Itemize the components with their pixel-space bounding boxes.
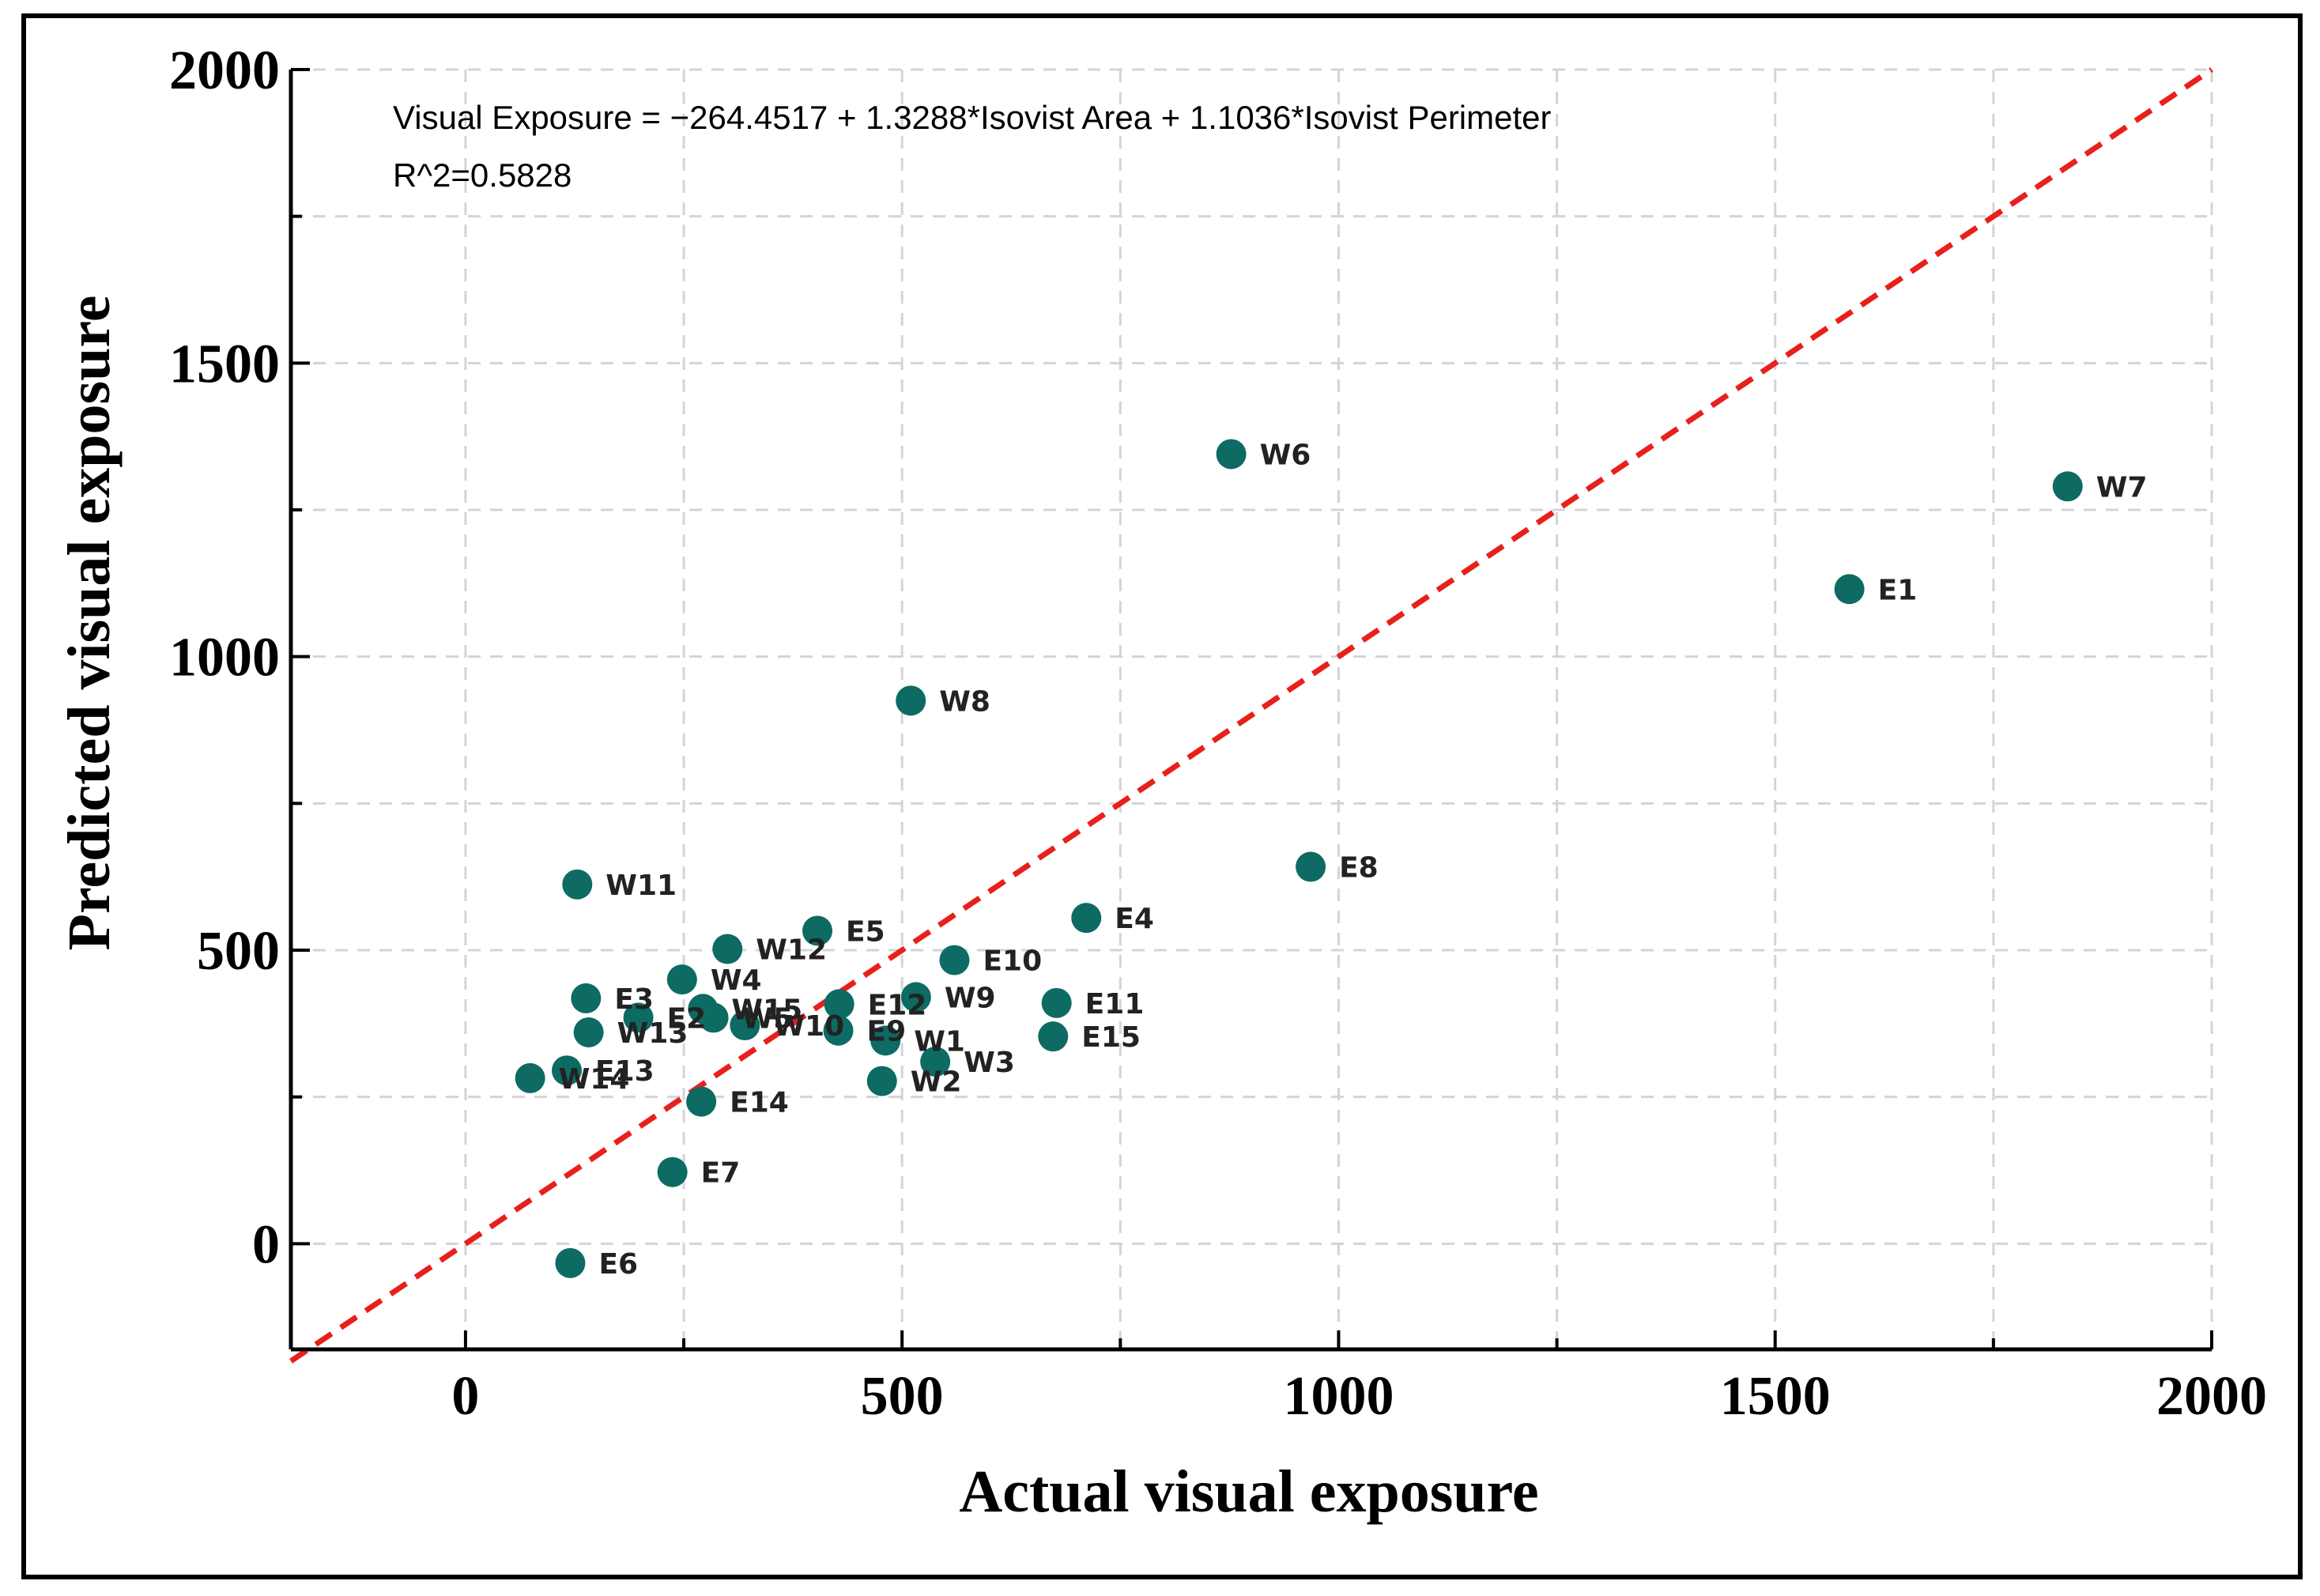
point-label-w6: W6: [1260, 439, 1311, 471]
data-point-e10: [939, 945, 970, 975]
point-label-e1: E1: [1878, 574, 1918, 606]
point-label-e11: E11: [1085, 988, 1145, 1021]
axes: 0 500 1000 1500 2000 0 500 1000 1500 2000: [169, 40, 2267, 1427]
point-label-e4: E4: [1115, 903, 1154, 935]
data-point-w2: [866, 1066, 897, 1096]
outer-frame: [21, 13, 2303, 1579]
data-point-w13: [573, 1017, 604, 1047]
data-point-w4: [666, 964, 697, 995]
x-tick-label: 2000: [2156, 1366, 2267, 1427]
point-label-e7: E7: [701, 1157, 741, 1190]
data-point-w11: [562, 869, 593, 900]
point-label-w1: W1: [914, 1025, 965, 1058]
data-point-w1: [870, 1025, 901, 1056]
data-point-w14: [515, 1062, 545, 1093]
data-point-e14: [686, 1086, 717, 1117]
point-label-e14: E14: [730, 1087, 789, 1119]
r-squared-annotation: R^2=0.5828: [393, 157, 572, 194]
point-label-w7: W7: [2096, 471, 2148, 504]
point-label-w13: W13: [617, 1017, 688, 1050]
point-label-w2: W2: [911, 1066, 962, 1099]
equation-annotation: Visual Exposure = −264.4517 + 1.3288*Iso…: [393, 99, 1552, 136]
y-tick-label: 2000: [169, 40, 280, 101]
data-point-e11: [1041, 987, 1072, 1018]
point-label-w15: W15: [731, 994, 802, 1026]
point-label-w12: W12: [756, 934, 827, 967]
point-label-e5: E5: [846, 915, 885, 948]
point-label-w4: W4: [711, 964, 762, 997]
point-label-w8: W8: [939, 685, 990, 718]
point-label-e10: E10: [983, 945, 1042, 978]
point-labels: W6 W7 E1 W8 E8 W11 E4 E5 W12 E10 W4 E3 W9 E12 E11 W15 E2…: [559, 439, 2148, 1280]
data-point-e12: [824, 989, 854, 1020]
point-label-e6: E6: [598, 1248, 638, 1281]
data-point-w10: [730, 1010, 760, 1041]
data-points: [515, 439, 2083, 1278]
data-point-w7: [2052, 471, 2083, 502]
grid: [291, 68, 2213, 1349]
data-point-e9: [823, 1015, 854, 1046]
data-point-e8: [1296, 851, 1326, 882]
reference-line: [289, 67, 2213, 1364]
point-label-w10: W10: [773, 1010, 844, 1043]
y-tick-label: 1000: [169, 628, 280, 689]
data-point-e13: [552, 1055, 583, 1086]
point-label-w9: W9: [945, 982, 996, 1014]
data-point-w6: [1216, 439, 1247, 470]
y-tick-label: 1500: [169, 334, 280, 394]
data-point-w5: [698, 1002, 729, 1033]
data-point-e4: [1071, 903, 1102, 934]
point-label-w14: W14: [559, 1063, 630, 1096]
reference-line-group: [289, 67, 2213, 1364]
point-label-e15: E15: [1081, 1021, 1141, 1054]
data-point-e6: [555, 1247, 586, 1278]
point-label-w11: W11: [605, 870, 677, 902]
point-label-e3: E3: [614, 983, 654, 1016]
x-tick-label: 500: [861, 1366, 944, 1427]
x-tick-label: 1000: [1283, 1366, 1394, 1427]
point-label-e13: E13: [595, 1055, 655, 1088]
data-point-e3: [571, 983, 602, 1013]
data-point-e5: [802, 915, 833, 946]
data-point-w8: [896, 685, 926, 716]
y-tick-label: 0: [252, 1214, 280, 1275]
x-tick-label: 0: [451, 1366, 479, 1427]
point-label-e2: E2: [667, 1002, 707, 1035]
data-point-e7: [657, 1156, 688, 1187]
data-point-e15: [1038, 1021, 1069, 1052]
point-label-e9: E9: [867, 1016, 907, 1048]
data-point-w3: [920, 1047, 951, 1077]
point-label-w3: W3: [964, 1047, 1015, 1079]
x-axis-title: Actual visual exposure: [959, 1458, 1538, 1525]
x-tick-label: 1500: [1720, 1366, 1831, 1427]
data-point-w12: [712, 934, 743, 964]
y-tick-label: 500: [197, 921, 280, 982]
y-axis-title: Predicted visual exposure: [56, 296, 123, 951]
data-point-w9: [900, 982, 931, 1013]
point-label-w5: W5: [742, 1002, 794, 1035]
data-point-e1: [1834, 574, 1865, 605]
point-label-e8: E8: [1339, 852, 1379, 885]
data-point-e2: [623, 1002, 654, 1033]
point-label-e12: E12: [868, 989, 927, 1021]
